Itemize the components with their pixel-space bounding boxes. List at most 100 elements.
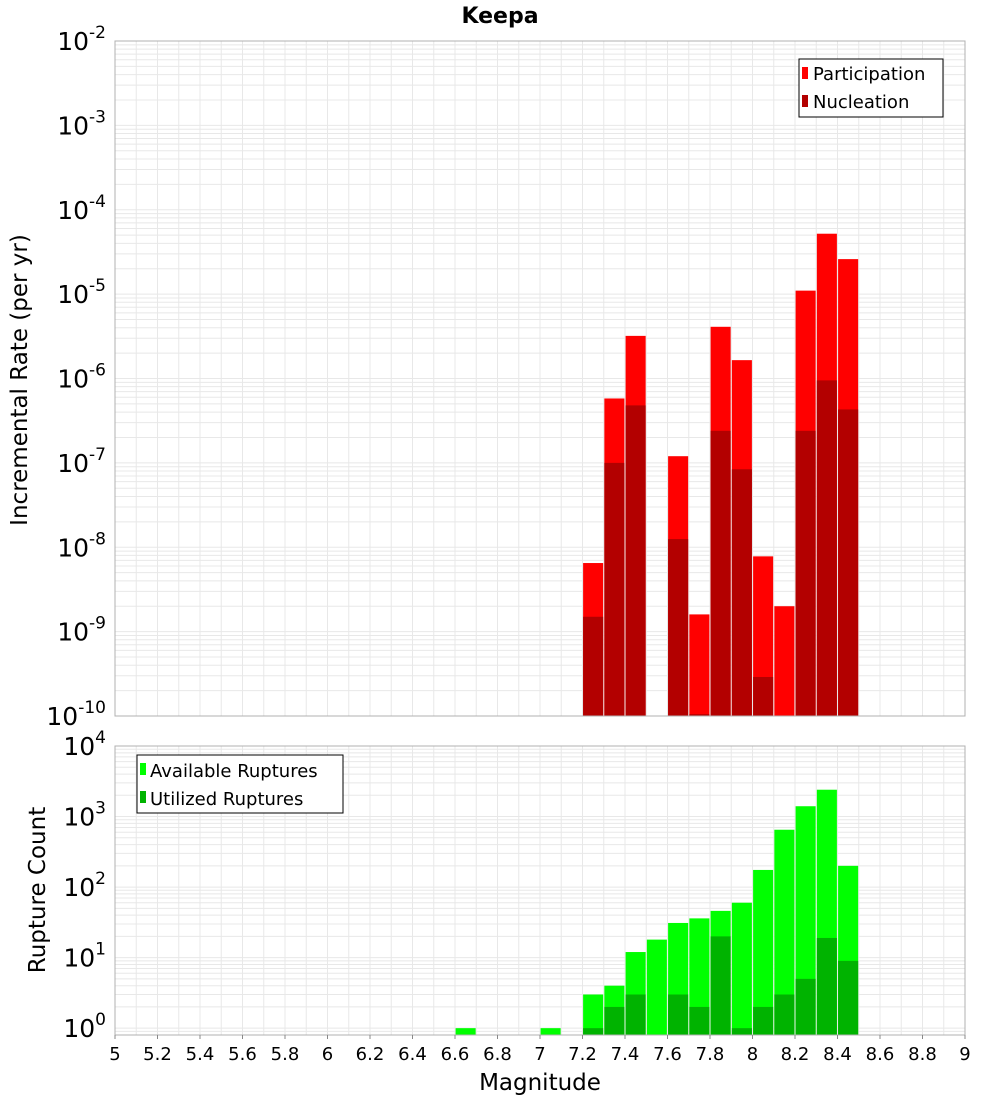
x-tick-label: 6.6 <box>441 1044 470 1065</box>
top-legend-box <box>798 58 944 118</box>
nucleation-bar <box>668 539 689 716</box>
participation-bar <box>753 556 774 716</box>
y-tick-label: 10-3 <box>57 107 106 140</box>
nucleation-bar <box>795 430 816 716</box>
x-tick-label: 8.4 <box>823 1044 852 1065</box>
bottom-bars <box>455 789 859 1035</box>
participation-swatch <box>802 67 808 79</box>
x-tick-label: 7.8 <box>696 1044 725 1065</box>
nucleation-bar <box>710 430 731 716</box>
x-tick-label: 8.2 <box>781 1044 810 1065</box>
x-tick-label: 9 <box>959 1044 970 1065</box>
x-tick-label: 8.8 <box>908 1044 937 1065</box>
y-tick-exponent: 1 <box>95 940 106 960</box>
x-tick-label: 6.2 <box>356 1044 385 1065</box>
nucleation-bar <box>583 616 604 716</box>
nucleation-bar <box>689 714 710 716</box>
y-tick-label: 101 <box>63 940 106 973</box>
y-tick-label: 10-4 <box>57 192 106 225</box>
chart-title: Keepa <box>461 4 538 29</box>
nucleation-bar <box>838 409 859 716</box>
y-tick-label: 10-8 <box>57 529 106 562</box>
y-tick-exponent: 4 <box>95 728 106 748</box>
utilized-ruptures-bar <box>689 1006 710 1035</box>
y-tick-label: 10-10 <box>46 698 106 731</box>
top-y-axis-label: Incremental Rate (per yr) <box>7 234 33 526</box>
utilized-ruptures-bar <box>753 1006 774 1035</box>
bottom-legend-box <box>136 754 344 814</box>
utilized-ruptures-bar <box>795 978 816 1035</box>
y-tick-label: 102 <box>63 869 106 902</box>
y-tick-label: 10-5 <box>57 276 106 309</box>
top-legend: Participation Nucleation <box>798 58 944 118</box>
utilized-ruptures-bar <box>668 994 689 1035</box>
x-tick-label: 8.6 <box>866 1044 895 1065</box>
legend-participation: Participation <box>813 64 925 85</box>
bottom-legend: Available Ruptures Utilized Ruptures <box>136 754 344 814</box>
utilized-ruptures-bar <box>838 960 859 1035</box>
y-tick-label: 10-6 <box>57 361 106 394</box>
y-tick-exponent: -3 <box>89 107 106 127</box>
utilized-ruptures-bar <box>583 1028 604 1035</box>
x-tick-label: 5.6 <box>228 1044 257 1065</box>
y-tick-exponent: -2 <box>89 23 106 43</box>
bottom-x-ticks: 5 5.2 5.4 5.6 5.8 6 6.2 6.4 6.6 6.8 7 7.2 7.4 7.6 7.8 8… <box>109 1035 971 1065</box>
top-grid <box>114 40 966 717</box>
y-tick-exponent: 2 <box>95 869 106 889</box>
available-ruptures-bar <box>583 994 604 1035</box>
y-tick-label: 100 <box>63 1010 106 1043</box>
legend-available: Available Ruptures <box>150 761 318 782</box>
y-tick-label: 10-2 <box>57 23 106 56</box>
participation-bar <box>774 606 795 716</box>
x-tick-label: 5.4 <box>186 1044 215 1065</box>
y-tick-label: 10-7 <box>57 445 106 478</box>
available-ruptures-bar <box>731 902 752 1035</box>
utilized-swatch <box>140 791 146 803</box>
utilized-ruptures-bar <box>774 994 795 1035</box>
nucleation-bar <box>816 380 837 716</box>
available-ruptures-bar <box>646 939 667 1035</box>
available-ruptures-bar <box>455 1028 476 1035</box>
x-tick-label: 6.8 <box>483 1044 512 1065</box>
top-plot-frame <box>114 40 966 717</box>
available-ruptures-bar <box>689 918 710 1035</box>
utilized-ruptures-bar <box>731 1028 752 1035</box>
available-ruptures-bar <box>774 829 795 1035</box>
y-tick-exponent: 3 <box>95 799 106 819</box>
y-tick-exponent: 0 <box>95 1010 106 1030</box>
x-tick-label: 7.6 <box>653 1044 682 1065</box>
nucleation-swatch <box>802 95 808 107</box>
nucleation-bar <box>625 405 646 716</box>
x-tick-label: 5.2 <box>143 1044 172 1065</box>
nucleation-bar <box>753 676 774 716</box>
top-bars <box>583 233 859 716</box>
participation-bar <box>689 614 710 716</box>
y-tick-exponent: -7 <box>89 445 106 465</box>
x-tick-label: 5 <box>109 1044 120 1065</box>
x-tick-label: 6 <box>322 1044 333 1065</box>
utilized-ruptures-bar <box>604 1006 625 1035</box>
available-ruptures-bar <box>795 806 816 1035</box>
available-ruptures-bar <box>753 869 774 1035</box>
y-tick-exponent: -5 <box>89 276 106 296</box>
y-tick-exponent: -8 <box>89 529 106 549</box>
available-swatch <box>140 763 146 775</box>
y-tick-exponent: -10 <box>78 698 106 718</box>
utilized-ruptures-bar <box>710 936 731 1035</box>
y-tick-label: 103 <box>63 799 106 832</box>
available-ruptures-bar <box>540 1028 561 1035</box>
utilized-ruptures-bar <box>816 937 837 1035</box>
x-tick-label: 7 <box>534 1044 545 1065</box>
bottom-y-axis-label: Rupture Count <box>25 807 51 973</box>
y-tick-label: 104 <box>63 728 106 761</box>
legend-utilized: Utilized Ruptures <box>150 789 303 810</box>
nucleation-bar <box>731 469 752 716</box>
y-tick-exponent: -4 <box>89 192 106 212</box>
x-tick-label: 6.4 <box>398 1044 427 1065</box>
legend-nucleation: Nucleation <box>813 92 909 113</box>
utilized-ruptures-bar <box>625 994 646 1035</box>
y-tick-exponent: -9 <box>89 614 106 634</box>
y-tick-label: 10-9 <box>57 614 106 647</box>
